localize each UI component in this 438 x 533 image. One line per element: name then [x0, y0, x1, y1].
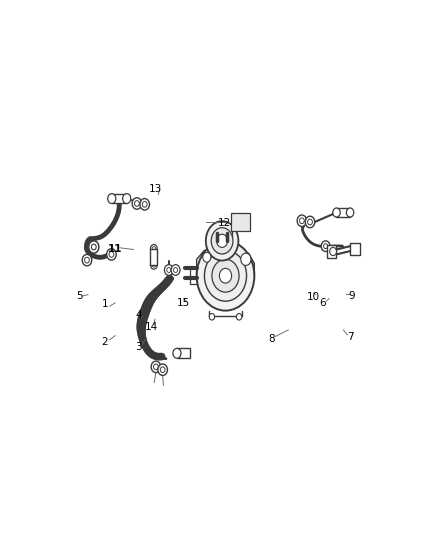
Circle shape [152, 263, 155, 267]
Text: 7: 7 [347, 332, 353, 342]
Circle shape [205, 251, 247, 301]
Circle shape [206, 221, 238, 261]
Circle shape [92, 244, 96, 250]
Text: 10: 10 [307, 292, 320, 302]
Circle shape [142, 201, 147, 207]
Text: 6: 6 [320, 298, 326, 308]
Circle shape [107, 248, 116, 260]
Circle shape [140, 199, 149, 210]
FancyBboxPatch shape [230, 213, 250, 231]
Circle shape [85, 257, 89, 263]
Text: 15: 15 [177, 298, 190, 308]
Circle shape [212, 260, 239, 292]
Circle shape [151, 361, 161, 373]
Text: 13: 13 [149, 184, 162, 194]
Circle shape [164, 265, 173, 276]
Text: 12: 12 [218, 218, 231, 228]
Circle shape [305, 216, 315, 228]
Circle shape [173, 349, 181, 358]
Circle shape [108, 193, 116, 204]
Circle shape [346, 208, 354, 217]
Circle shape [151, 261, 157, 269]
Circle shape [151, 245, 157, 253]
Text: 2: 2 [102, 337, 108, 347]
Circle shape [132, 198, 141, 209]
Circle shape [152, 247, 155, 251]
Circle shape [154, 364, 158, 370]
Bar [350, 243, 360, 255]
Text: 4: 4 [136, 310, 142, 320]
Circle shape [211, 228, 233, 254]
Circle shape [109, 252, 114, 257]
Circle shape [123, 193, 131, 204]
Circle shape [297, 215, 307, 227]
Circle shape [217, 235, 227, 247]
Circle shape [160, 367, 165, 373]
Text: 14: 14 [145, 321, 158, 332]
Bar [151, 248, 157, 265]
Circle shape [134, 200, 139, 206]
Text: 1: 1 [102, 299, 108, 309]
Circle shape [219, 268, 232, 283]
Circle shape [82, 254, 92, 266]
Text: 5: 5 [76, 291, 82, 301]
Bar [112, 193, 127, 204]
Circle shape [197, 241, 254, 311]
Circle shape [158, 364, 167, 375]
Circle shape [173, 268, 178, 272]
Circle shape [171, 265, 180, 276]
Circle shape [203, 252, 211, 262]
Circle shape [209, 313, 215, 320]
Circle shape [237, 313, 242, 320]
Circle shape [307, 219, 312, 225]
Circle shape [300, 218, 304, 224]
Text: 11: 11 [108, 245, 123, 254]
Bar [327, 245, 336, 259]
Text: 9: 9 [349, 291, 355, 301]
Circle shape [333, 208, 340, 217]
Text: 3: 3 [136, 342, 142, 352]
Circle shape [167, 268, 171, 272]
Bar [177, 349, 190, 358]
Circle shape [241, 253, 251, 265]
Text: 8: 8 [268, 334, 275, 344]
Bar [336, 208, 350, 217]
Circle shape [330, 247, 336, 256]
Circle shape [88, 241, 99, 253]
Circle shape [321, 241, 330, 252]
Circle shape [324, 244, 328, 248]
